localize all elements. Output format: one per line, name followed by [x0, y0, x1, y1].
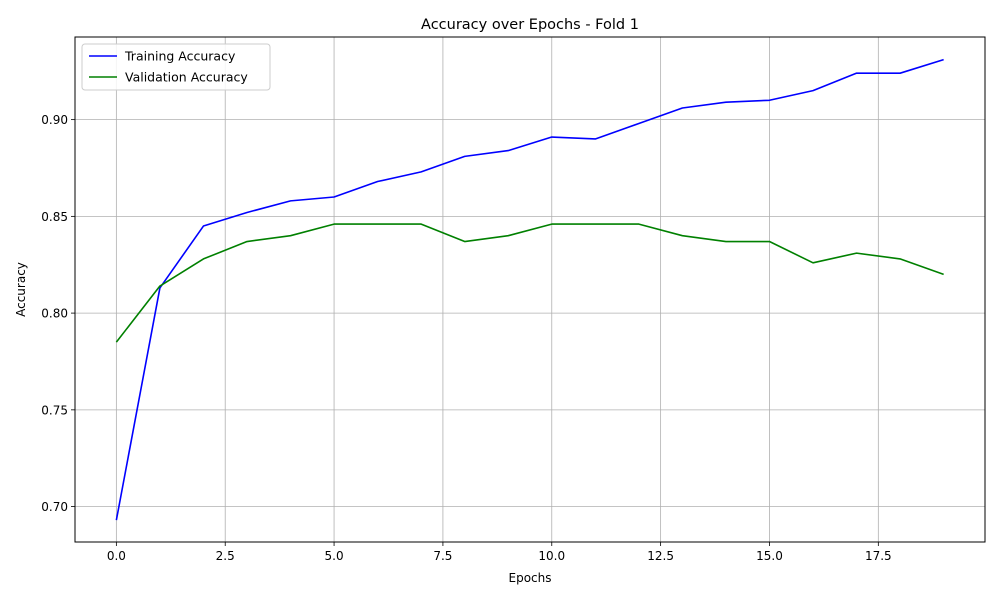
- legend: Training Accuracy Validation Accuracy: [81, 43, 271, 91]
- y-tick-label: 0.85: [41, 210, 68, 224]
- legend-label-validation: Validation Accuracy: [125, 70, 248, 85]
- x-tick-label: 10.0: [538, 549, 565, 563]
- plot-area: [75, 37, 985, 542]
- x-tick-label: 17.5: [865, 549, 892, 563]
- y-tick-label: 0.80: [41, 307, 68, 321]
- axis-ticks: 0.0 2.5 5.0 7.5 10.0 12.5 15.0 17.5 0.70 0.75 0.80…: [41, 113, 891, 563]
- legend-label-training: Training Accuracy: [124, 49, 236, 64]
- x-tick-label: 0.0: [107, 549, 126, 563]
- grid-lines: [75, 37, 985, 542]
- chart-title: Accuracy over Epochs - Fold 1: [421, 17, 639, 33]
- x-tick-label: 2.5: [216, 549, 235, 563]
- x-tick-label: 15.0: [756, 549, 783, 563]
- y-tick-label: 0.75: [41, 403, 68, 417]
- x-tick-label: 7.5: [433, 549, 452, 563]
- y-axis-label: Accuracy: [14, 262, 28, 317]
- y-tick-label: 0.70: [41, 500, 68, 514]
- plot-frame: [74, 36, 986, 543]
- x-axis-label: Epochs: [509, 571, 552, 585]
- x-tick-label: 5.0: [325, 549, 344, 563]
- legend-box: [81, 43, 271, 91]
- series-line-training-accuracy: [115, 58, 944, 521]
- series-lines: [115, 58, 944, 521]
- x-tick-label: 12.5: [647, 549, 674, 563]
- y-tick-label: 0.90: [41, 113, 68, 127]
- series-line-validation-accuracy: [115, 223, 944, 343]
